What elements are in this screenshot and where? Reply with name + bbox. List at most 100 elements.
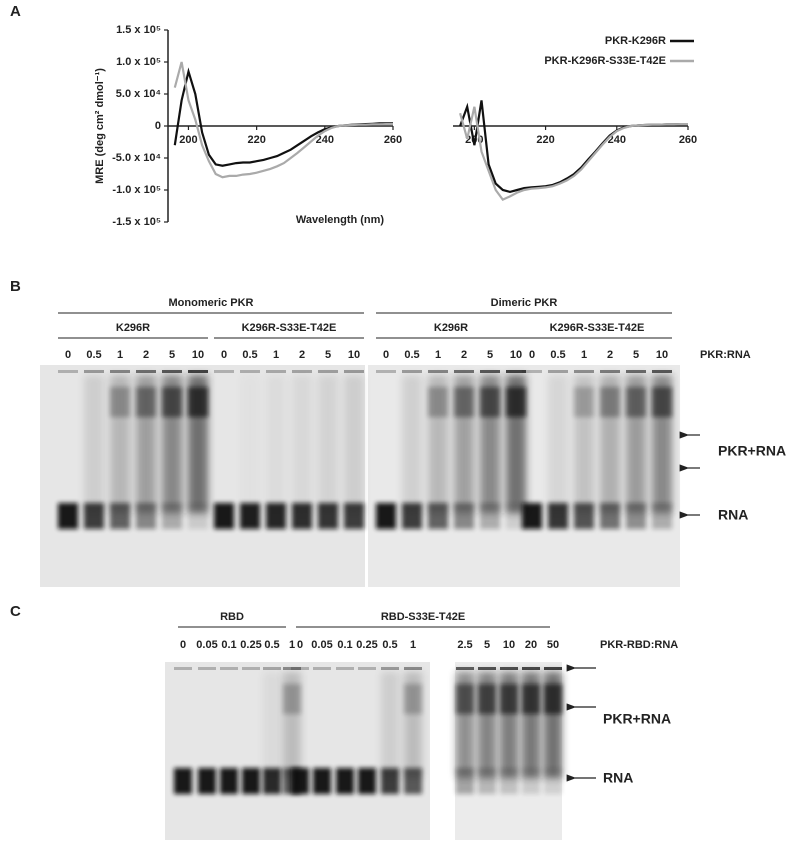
gel-rna-band bbox=[478, 768, 496, 794]
group-title: RBD bbox=[220, 611, 244, 623]
cd-curve bbox=[173, 67, 393, 167]
gel-well bbox=[344, 370, 364, 373]
gel-well bbox=[336, 667, 354, 670]
gel-well bbox=[548, 370, 568, 373]
gel-complex-band bbox=[136, 387, 156, 417]
subgroup-title: K296R bbox=[116, 322, 150, 334]
gel-complex-band bbox=[574, 387, 594, 417]
gel-complex-band bbox=[456, 684, 474, 714]
cd-curve bbox=[459, 106, 688, 201]
gel-rna-band bbox=[292, 503, 312, 529]
lane-label: 0.5 bbox=[86, 349, 101, 361]
lane-label: 0 bbox=[221, 349, 227, 361]
gel-rna-band bbox=[522, 503, 542, 529]
gel-rna-band bbox=[480, 503, 500, 529]
gel-rna-band bbox=[110, 503, 130, 529]
gel-rna-band bbox=[454, 503, 474, 529]
lane-label: 0.25 bbox=[240, 639, 261, 651]
gel-well bbox=[84, 370, 104, 373]
subgroup-title: K296R-S33E-T42E bbox=[242, 322, 337, 334]
lane-label: 0 bbox=[383, 349, 389, 361]
gel-rna-band bbox=[336, 768, 354, 794]
lane-label: 1 bbox=[581, 349, 587, 361]
lane-label: 0 bbox=[65, 349, 71, 361]
x-tick-label: 220 bbox=[247, 134, 265, 146]
y-tick-label: 5.0 x 10⁴ bbox=[116, 88, 161, 100]
lane-label: 0.1 bbox=[221, 639, 236, 651]
lane-label: 10 bbox=[656, 349, 668, 361]
gel-well bbox=[652, 370, 672, 373]
gel-smear bbox=[240, 375, 260, 513]
gel-rna-band bbox=[198, 768, 216, 794]
gel-rna-band bbox=[266, 503, 286, 529]
gel-well bbox=[500, 667, 518, 670]
ratio-label: PKR-RBD:RNA bbox=[600, 639, 678, 651]
y-tick-label: -5.0 x 10⁴ bbox=[112, 152, 161, 164]
lane-label: 0.05 bbox=[311, 639, 332, 651]
gel-rna-band bbox=[318, 503, 338, 529]
gel-well bbox=[313, 667, 331, 670]
gel-rna-band bbox=[544, 768, 562, 794]
gel-rna-band bbox=[522, 768, 540, 794]
gel-smear bbox=[318, 375, 338, 513]
lane-label: 0.5 bbox=[242, 349, 257, 361]
gel-complex-band bbox=[110, 387, 130, 417]
gel-well bbox=[480, 370, 500, 373]
lane-label: 0.5 bbox=[382, 639, 397, 651]
panel-label: C bbox=[10, 603, 21, 620]
gel-rna-band bbox=[174, 768, 192, 794]
gel-complex-band bbox=[162, 387, 182, 417]
lane-label: 10 bbox=[503, 639, 515, 651]
gel-well bbox=[220, 667, 238, 670]
gel-well bbox=[162, 370, 182, 373]
gel-rna-band bbox=[548, 503, 568, 529]
gel-rna-band bbox=[376, 503, 396, 529]
gel-complex-band bbox=[500, 684, 518, 714]
gel-complex-band bbox=[428, 387, 448, 417]
gel-well bbox=[358, 667, 376, 670]
gel-well bbox=[454, 370, 474, 373]
x-tick-label: 200 bbox=[179, 134, 197, 146]
gel-rna-band bbox=[574, 503, 594, 529]
lane-label: 0.25 bbox=[356, 639, 377, 651]
gel-well bbox=[404, 667, 422, 670]
panel-label: A bbox=[10, 3, 21, 20]
lane-label: 2 bbox=[461, 349, 467, 361]
y-axis-label: MRE (deg cm² dmol⁻¹) bbox=[94, 68, 106, 184]
gel-rna-band bbox=[313, 768, 331, 794]
x-tick-label: 260 bbox=[384, 134, 402, 146]
panel-label: B bbox=[10, 278, 21, 295]
lane-label: 10 bbox=[192, 349, 204, 361]
y-tick-label: -1.5 x 10⁵ bbox=[112, 216, 161, 228]
lane-label: 0.5 bbox=[404, 349, 419, 361]
lane-label: 10 bbox=[348, 349, 360, 361]
gel-rna-band bbox=[506, 503, 526, 529]
gel-rna-band bbox=[600, 503, 620, 529]
lane-label: 2 bbox=[607, 349, 613, 361]
gel-well bbox=[291, 667, 309, 670]
gel-complex-band bbox=[522, 684, 540, 714]
group-title: RBD-S33E-T42E bbox=[381, 611, 465, 623]
gel-well bbox=[506, 370, 526, 373]
gel-complex-band bbox=[626, 387, 646, 417]
cd-curve bbox=[173, 61, 393, 179]
lane-label: 50 bbox=[547, 639, 559, 651]
gel-rna-band bbox=[291, 768, 309, 794]
lane-label: 0.05 bbox=[196, 639, 217, 651]
subgroup-title: K296R-S33E-T42E bbox=[550, 322, 645, 334]
lane-label: 2 bbox=[299, 349, 305, 361]
lane-label: 5 bbox=[484, 639, 490, 651]
gel-well bbox=[263, 667, 281, 670]
gel-rna-band bbox=[344, 503, 364, 529]
gel-rna-band bbox=[404, 768, 422, 794]
lane-label: 10 bbox=[510, 349, 522, 361]
legend-label: PKR-K296R-S33E-T42E bbox=[544, 55, 666, 67]
gel-rna-band bbox=[402, 503, 422, 529]
gel-rna-band bbox=[162, 503, 182, 529]
lane-label: 0 bbox=[180, 639, 186, 651]
lane-label: 20 bbox=[525, 639, 537, 651]
gel-complex-band bbox=[404, 684, 422, 714]
gel-well bbox=[522, 667, 540, 670]
lane-label: 5 bbox=[487, 349, 493, 361]
